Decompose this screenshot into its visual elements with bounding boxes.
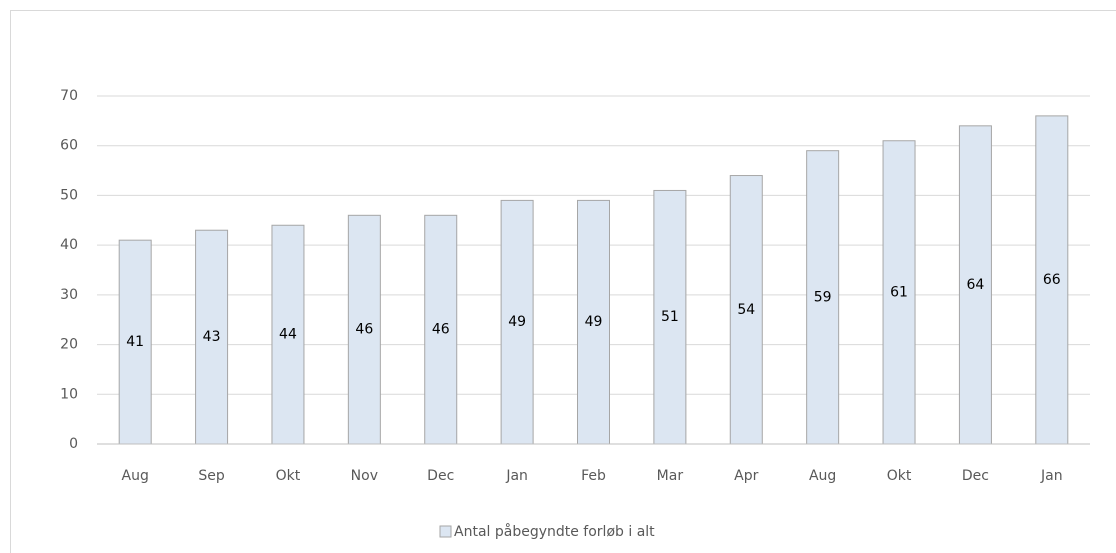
legend-label: Antal påbegyndte forløb i alt [454, 523, 655, 540]
y-tick-label: 40 [60, 237, 78, 253]
x-tick-label: Jan [505, 468, 528, 484]
bar [271, 224, 305, 445]
bar [118, 239, 152, 445]
y-tick-label: 60 [60, 138, 78, 154]
x-tick-label: Dec [962, 468, 989, 484]
data-label: 64 [967, 277, 985, 293]
bar [653, 189, 687, 445]
data-label: 46 [355, 322, 373, 338]
data-label: 66 [1043, 272, 1061, 288]
x-tick-label: Aug [809, 468, 836, 484]
data-label: 49 [508, 314, 526, 330]
bar [882, 140, 916, 445]
legend-swatch [439, 525, 452, 538]
x-tick-label: Aug [122, 468, 149, 484]
data-label: 41 [126, 334, 144, 350]
data-label: 51 [661, 309, 679, 325]
bar [424, 214, 458, 445]
chart-frame [10, 10, 1116, 553]
data-label: 44 [279, 327, 297, 343]
y-tick-label: 20 [60, 337, 78, 353]
bar [806, 150, 840, 445]
bar [577, 199, 610, 445]
data-label: 54 [737, 302, 755, 318]
data-label: 59 [814, 289, 832, 305]
y-tick-label: 30 [60, 287, 78, 303]
x-tick-label: Jan [1040, 468, 1063, 484]
data-label: 61 [890, 284, 908, 300]
x-tick-label: Okt [276, 468, 301, 484]
x-tick-label: Apr [734, 468, 758, 484]
y-tick-label: 10 [60, 386, 78, 402]
x-tick-label: Mar [657, 468, 684, 484]
y-tick-label: 70 [60, 88, 78, 104]
y-tick-label: 0 [69, 436, 78, 452]
bar [958, 125, 992, 445]
data-label: 43 [203, 329, 221, 345]
data-label: 49 [585, 314, 603, 330]
bar [347, 214, 381, 445]
x-tick-label: Sep [198, 468, 225, 484]
x-tick-label: Dec [427, 468, 454, 484]
data-label: 46 [432, 322, 450, 338]
y-tick-label: 50 [60, 187, 78, 203]
bar [500, 199, 534, 445]
x-tick-label: Nov [351, 468, 378, 484]
x-tick-label: Okt [887, 468, 912, 484]
x-tick-label: Feb [581, 468, 606, 484]
